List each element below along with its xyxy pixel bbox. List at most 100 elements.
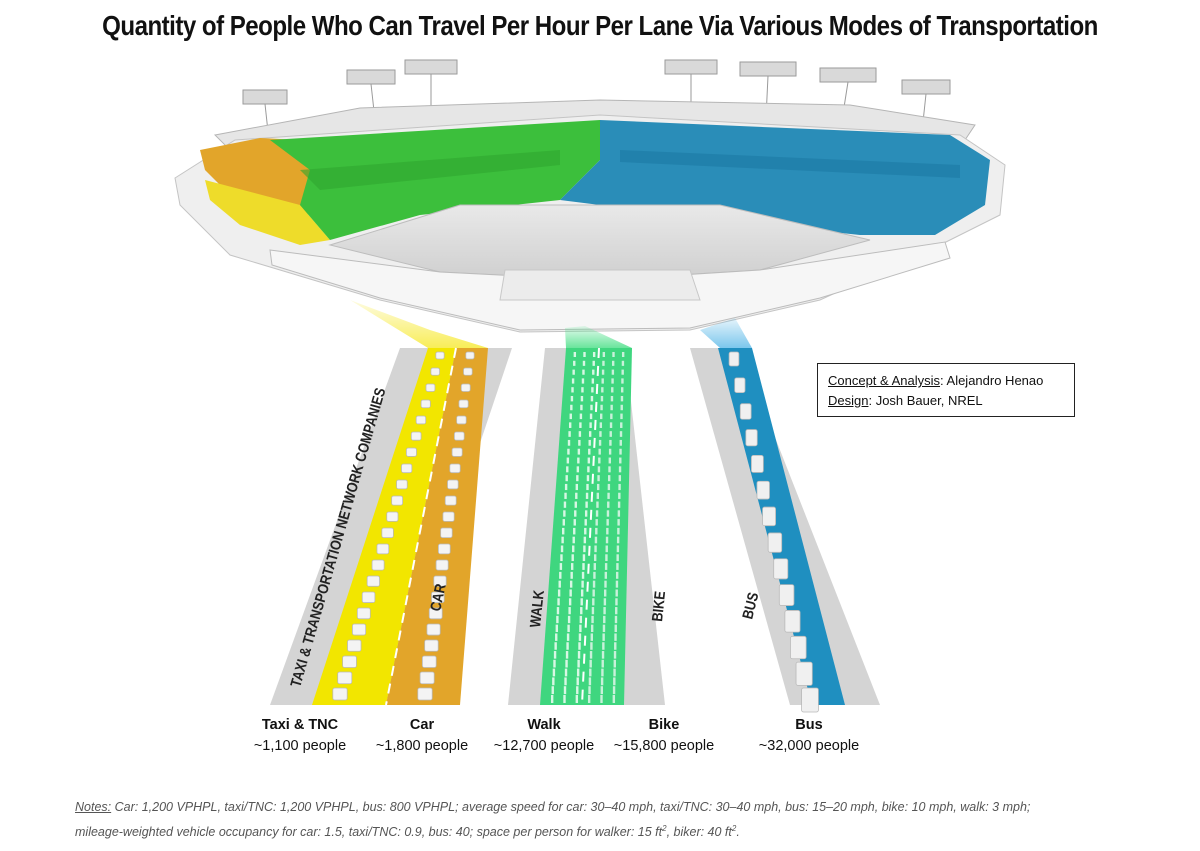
vehicle (342, 655, 357, 668)
person-figure (592, 369, 595, 375)
person-figure (596, 483, 600, 491)
vehicle (410, 431, 422, 441)
person-figure (600, 404, 603, 411)
vehicle (428, 607, 443, 620)
person-figure (617, 519, 620, 526)
person-figure (589, 668, 592, 677)
person-figure (617, 501, 621, 508)
vehicle (449, 463, 461, 474)
person-figure (566, 642, 569, 650)
vehicle (405, 447, 417, 457)
person-figure (570, 563, 574, 570)
person-figure (608, 448, 612, 455)
person-figure (582, 360, 586, 366)
person-figure (603, 598, 607, 606)
vehicle (332, 687, 348, 701)
notes-line-2: mileage-weighted vehicle occupancy for c… (75, 818, 1155, 843)
person-figure (582, 369, 585, 375)
mode-name: Car (409, 717, 435, 733)
person-figure (613, 659, 616, 668)
person-figure (572, 369, 575, 375)
person-figure (618, 466, 622, 473)
person-figure (615, 598, 618, 606)
person-figure (621, 378, 624, 384)
person-figure (554, 642, 557, 650)
vehicle (376, 543, 390, 555)
mode-name: Walk (527, 717, 561, 733)
person-figure (590, 624, 594, 633)
person-figure (601, 651, 605, 659)
person-figure (603, 615, 606, 624)
person-figure (605, 554, 608, 562)
vehicle (453, 431, 465, 441)
credit-concept: Concept & Analysis: Alejandro Henao (828, 371, 1064, 391)
vehicle (801, 687, 819, 713)
person-figure (578, 633, 582, 641)
vehicle (337, 671, 353, 685)
vehicle (773, 558, 789, 580)
person-figure (568, 422, 572, 428)
person-figure (590, 395, 594, 402)
person-figure (576, 668, 580, 677)
vehicle (347, 639, 362, 652)
person-figure (592, 352, 596, 357)
mode-car: Car ~1,800 people (367, 715, 477, 757)
person-figure (562, 527, 565, 535)
person-figure (575, 695, 579, 703)
page-title: Quantity of People Who Can Travel Per Ho… (102, 10, 1098, 41)
vehicle (435, 559, 449, 571)
person-figure (593, 554, 597, 562)
person-figure (590, 642, 593, 650)
person-figure (592, 598, 595, 606)
person-figure (601, 369, 605, 375)
person-figure (611, 378, 614, 384)
person-figure (619, 448, 622, 455)
person-figure (606, 510, 610, 517)
person-figure (621, 360, 625, 366)
person-figure (610, 413, 613, 420)
person-figure (590, 404, 593, 411)
person-figure (551, 686, 554, 695)
lane-label-bus: BUS (738, 591, 761, 621)
vehicle (433, 575, 447, 587)
lane-label-walk: WALK (526, 589, 547, 628)
person-figure (587, 466, 590, 473)
person-figure (570, 395, 574, 402)
person-figure (618, 492, 621, 499)
person-figure (557, 589, 561, 597)
person-figure (575, 483, 579, 491)
vehicle (437, 543, 451, 555)
person-figure (602, 624, 606, 633)
person-figure (560, 545, 564, 553)
person-figure (604, 580, 607, 588)
person-figure (572, 536, 575, 544)
person-figure (621, 369, 624, 375)
mode-name: Bus (795, 717, 823, 733)
lane-label-bike: BIKE (648, 590, 668, 622)
person-figure (563, 695, 566, 703)
person-figure (602, 360, 605, 366)
person-figure (602, 633, 605, 641)
person-figure (595, 510, 599, 517)
person-figure (575, 492, 578, 499)
person-figure (585, 492, 589, 499)
vehicle (419, 671, 435, 685)
person-figure (616, 563, 619, 570)
person-figure (612, 686, 616, 695)
notes-label: Notes: (75, 800, 112, 814)
person-figure (610, 404, 613, 411)
person-figure (555, 624, 559, 633)
person-figure (598, 439, 602, 446)
person-figure (550, 695, 554, 703)
person-figure (614, 642, 617, 650)
notes-line-1: Notes: Car: 1,200 VPHPL, taxi/TNC: 1,200… (75, 796, 1155, 818)
person-figure (583, 352, 586, 357)
vehicle (778, 584, 795, 606)
person-figure (589, 422, 592, 428)
vehicle (366, 575, 380, 587)
beam-blue (700, 318, 752, 348)
person-figure (590, 633, 593, 641)
person-figure (574, 501, 577, 508)
person-figure (579, 615, 583, 624)
person-figure (584, 519, 587, 526)
